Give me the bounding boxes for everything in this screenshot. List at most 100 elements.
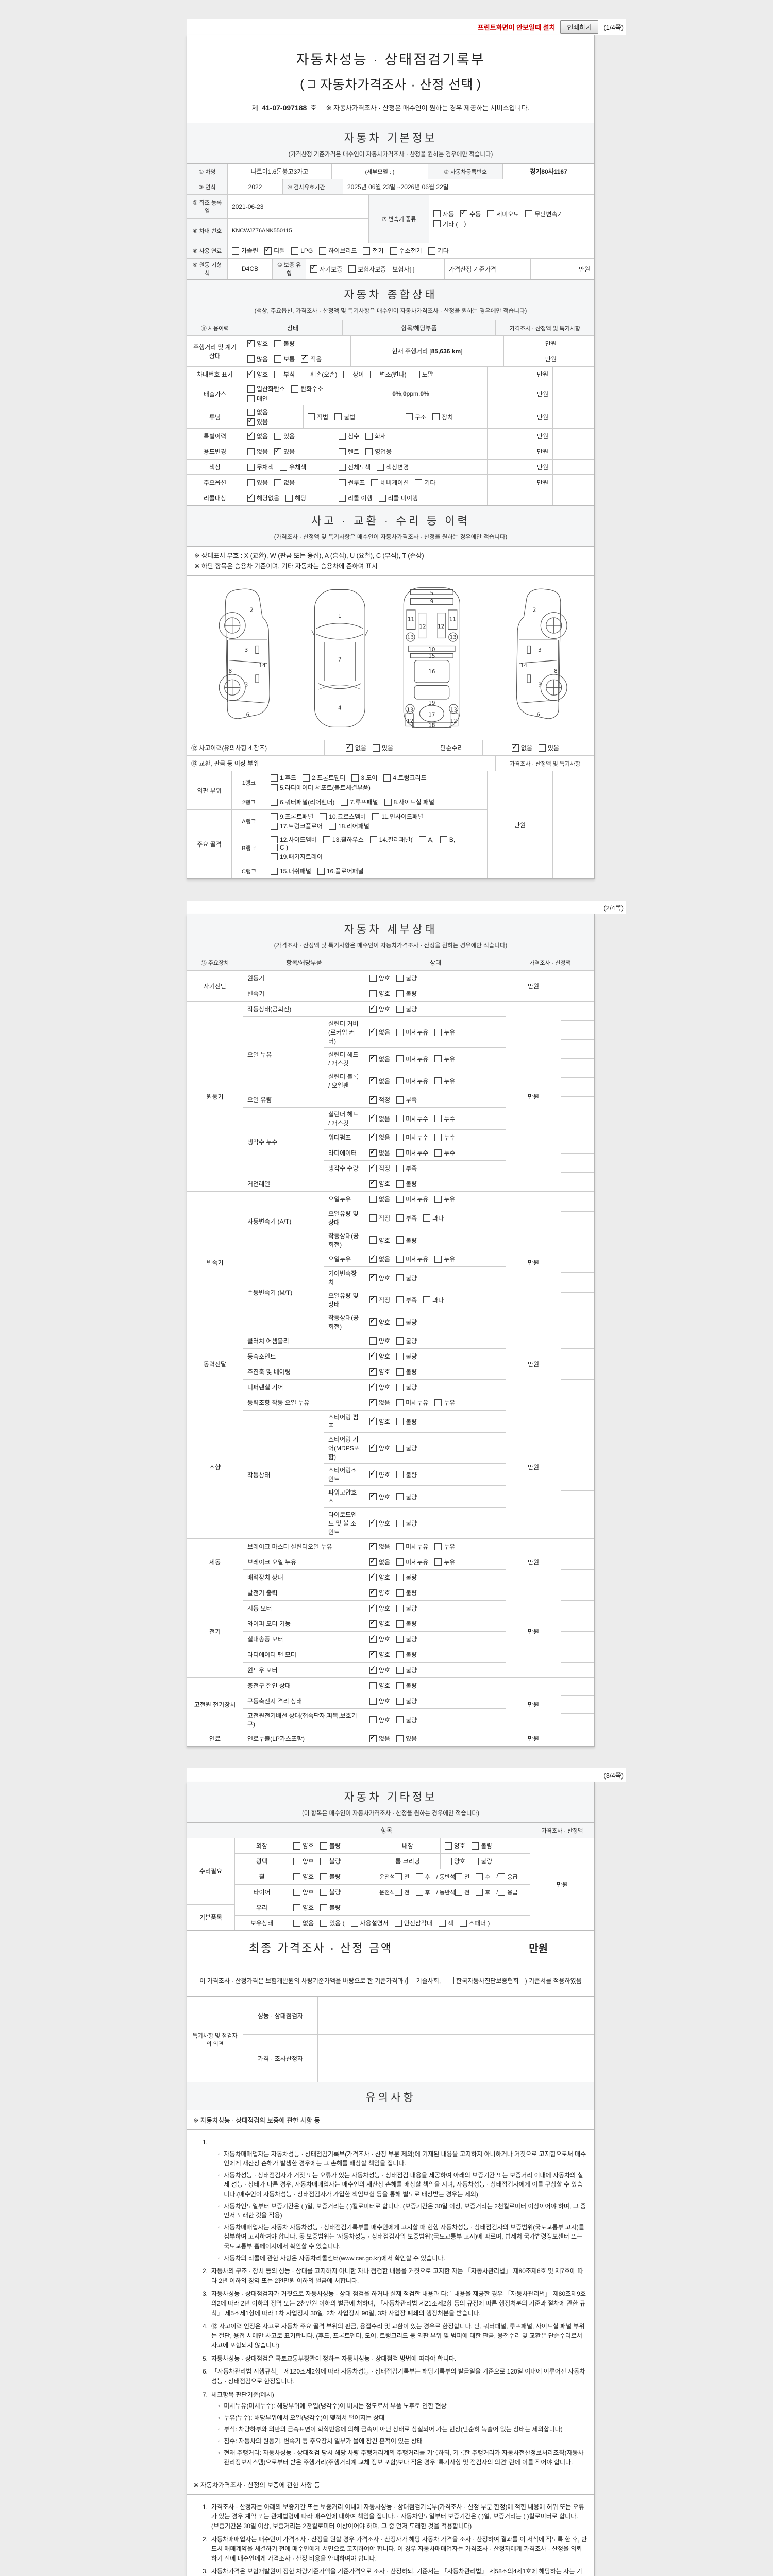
checkbox[interactable]: [274, 479, 282, 486]
checkbox-checked[interactable]: [369, 1316, 377, 1326]
checkbox[interactable]: [396, 1558, 404, 1566]
checkbox[interactable]: [396, 1493, 404, 1500]
checkbox[interactable]: [407, 1977, 414, 1984]
checkbox[interactable]: [415, 1873, 423, 1880]
checkbox[interactable]: [320, 1904, 328, 1911]
checkbox[interactable]: [274, 370, 282, 378]
checkbox[interactable]: [384, 798, 392, 806]
checkbox[interactable]: [396, 1274, 404, 1281]
checkbox[interactable]: [285, 494, 293, 502]
checkbox[interactable]: [434, 1543, 442, 1550]
checkbox[interactable]: [369, 1716, 377, 1723]
checkbox[interactable]: [350, 1919, 358, 1927]
checkbox-checked[interactable]: [369, 1112, 377, 1122]
checkbox-checked[interactable]: [369, 1026, 377, 1036]
checkbox-checked[interactable]: [274, 446, 282, 455]
checkbox[interactable]: [396, 1028, 404, 1036]
checkbox[interactable]: [369, 836, 377, 843]
checkbox[interactable]: [339, 479, 346, 486]
checkbox[interactable]: [274, 355, 282, 363]
checkbox[interactable]: [476, 1888, 483, 1896]
checkbox[interactable]: [539, 744, 546, 752]
checkbox[interactable]: [525, 210, 533, 217]
checkbox[interactable]: [415, 1888, 423, 1896]
checkbox-checked[interactable]: [369, 1649, 377, 1658]
checkbox[interactable]: [396, 1005, 404, 1013]
checkbox[interactable]: [395, 1888, 402, 1896]
checkbox[interactable]: [396, 1697, 404, 1705]
checkbox[interactable]: [343, 370, 351, 378]
checkbox-checked[interactable]: [369, 1003, 377, 1013]
checkbox[interactable]: [447, 1977, 455, 1984]
checkbox[interactable]: [365, 432, 373, 440]
checkbox[interactable]: [396, 1620, 404, 1628]
checkbox[interactable]: [339, 463, 346, 471]
checkbox[interactable]: [396, 1255, 404, 1263]
checkbox[interactable]: [455, 1888, 463, 1896]
checkbox[interactable]: [406, 413, 413, 420]
checkbox[interactable]: [320, 1873, 328, 1880]
checkbox[interactable]: [396, 1716, 404, 1723]
checkbox-checked[interactable]: [369, 1253, 377, 1263]
checkbox-checked[interactable]: [369, 1490, 377, 1500]
checkbox-checked[interactable]: [369, 1442, 377, 1452]
checkbox[interactable]: [317, 867, 325, 875]
checkbox-checked[interactable]: [369, 1468, 377, 1478]
checkbox-checked[interactable]: [247, 368, 255, 378]
checkbox-checked[interactable]: [369, 1178, 377, 1188]
checkbox-checked[interactable]: [310, 263, 317, 273]
price-survey-select-checkbox[interactable]: [308, 80, 315, 88]
checkbox[interactable]: [303, 774, 310, 782]
checkbox-checked[interactable]: [264, 245, 272, 255]
checkbox[interactable]: [320, 1919, 328, 1927]
checkbox[interactable]: [434, 1133, 442, 1141]
checkbox[interactable]: [351, 774, 359, 782]
checkbox[interactable]: [396, 1418, 404, 1425]
checkbox[interactable]: [487, 210, 495, 217]
checkbox-checked[interactable]: [369, 1733, 377, 1742]
checkbox[interactable]: [271, 853, 278, 860]
checkbox[interactable]: [396, 1666, 404, 1674]
checkbox[interactable]: [396, 1180, 404, 1188]
checkbox[interactable]: [396, 1604, 404, 1612]
checkbox[interactable]: [445, 1857, 452, 1865]
checkbox-checked[interactable]: [369, 1366, 377, 1376]
checkbox[interactable]: [341, 798, 348, 806]
checkbox-checked[interactable]: [369, 1556, 377, 1566]
checkbox[interactable]: [291, 247, 299, 255]
checkbox[interactable]: [271, 774, 278, 782]
checkbox[interactable]: [396, 1444, 404, 1452]
checkbox[interactable]: [371, 479, 379, 486]
checkbox[interactable]: [274, 340, 282, 347]
checkbox[interactable]: [432, 413, 440, 420]
checkbox[interactable]: [428, 247, 435, 255]
checkbox[interactable]: [301, 370, 309, 378]
checkbox[interactable]: [247, 395, 255, 402]
checkbox[interactable]: [396, 1236, 404, 1244]
checkbox[interactable]: [369, 1195, 377, 1203]
checkbox[interactable]: [498, 1873, 506, 1880]
checkbox[interactable]: [396, 1096, 404, 1104]
checkbox[interactable]: [396, 1352, 404, 1360]
checkbox[interactable]: [271, 867, 278, 875]
checkbox[interactable]: [323, 836, 330, 843]
checkbox[interactable]: [396, 1635, 404, 1643]
checkbox[interactable]: [434, 1055, 442, 1062]
checkbox[interactable]: [334, 413, 342, 420]
checkbox[interactable]: [293, 1888, 300, 1896]
checkbox[interactable]: [369, 1214, 377, 1222]
checkbox[interactable]: [348, 265, 356, 273]
checkbox[interactable]: [271, 812, 278, 820]
checkbox[interactable]: [293, 1904, 300, 1911]
checkbox[interactable]: [369, 1236, 377, 1244]
checkbox[interactable]: [369, 1697, 377, 1705]
checkbox[interactable]: [418, 836, 426, 843]
checkbox[interactable]: [396, 974, 404, 982]
checkbox[interactable]: [328, 822, 336, 830]
checkbox[interactable]: [271, 836, 278, 843]
checkbox[interactable]: [293, 1857, 300, 1865]
checkbox-checked[interactable]: [247, 430, 255, 440]
checkbox-checked[interactable]: [369, 1131, 377, 1141]
checkbox[interactable]: [396, 1149, 404, 1157]
checkbox[interactable]: [320, 1842, 328, 1850]
